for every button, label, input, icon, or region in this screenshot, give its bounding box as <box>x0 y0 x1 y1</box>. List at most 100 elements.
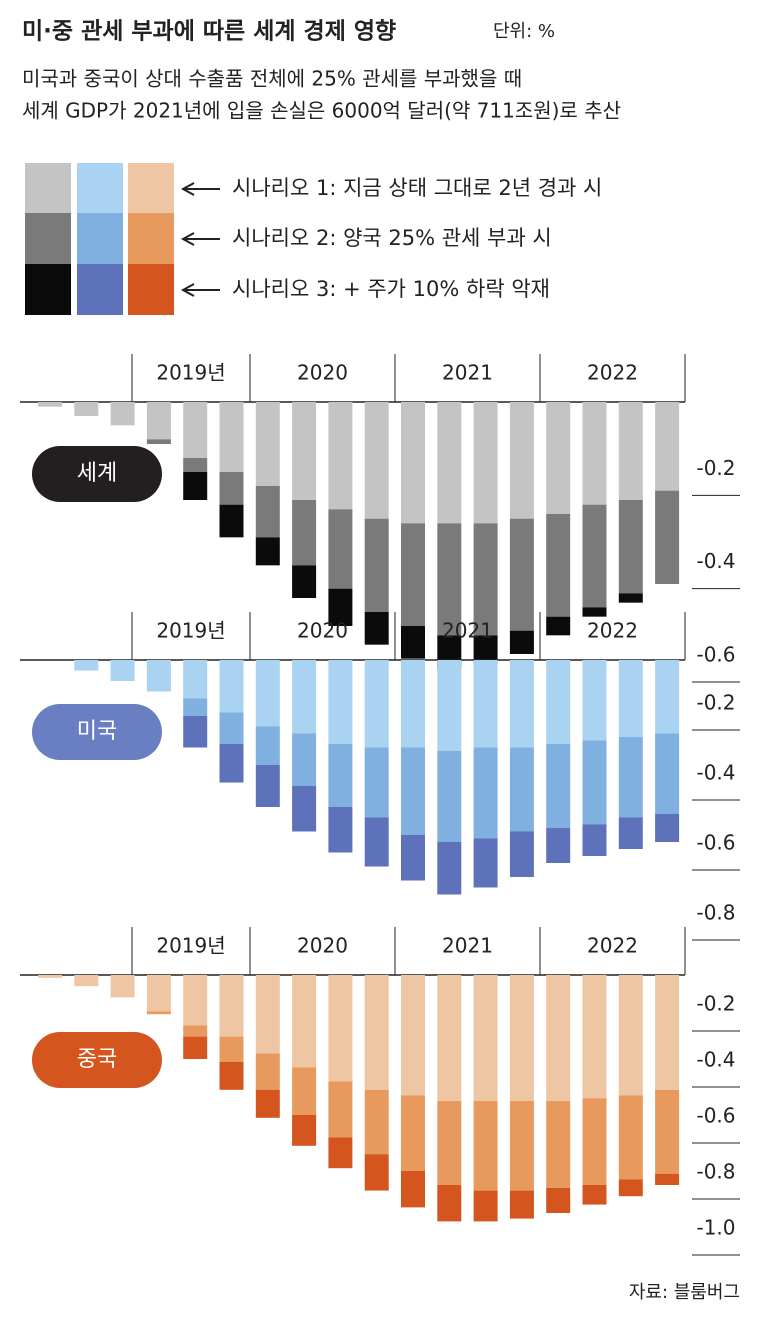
source: 자료: 블룸버그 <box>629 1282 740 1303</box>
bar-segment <box>183 1036 208 1059</box>
bar-segment <box>74 975 99 987</box>
bar-segment <box>364 975 389 1090</box>
y-tick-label: -0.4 <box>696 549 735 573</box>
bar-segment <box>401 1171 425 1208</box>
bar-segment <box>582 1185 607 1205</box>
bar-segment <box>146 439 171 444</box>
bar-segment <box>509 1101 534 1191</box>
bar-segment <box>546 828 571 863</box>
bar-segment <box>292 1067 317 1115</box>
bar-segment <box>219 975 244 1037</box>
bar-segment <box>146 975 171 1012</box>
bar-segment <box>110 402 135 426</box>
bar-segment <box>582 824 607 856</box>
bar-segment <box>219 402 244 472</box>
bar-segment <box>292 660 317 734</box>
legend-label: 시나리오 1: 지금 상태 그대로 2년 경과 시 <box>232 176 602 200</box>
bar-segment <box>328 1137 353 1169</box>
period-label: 2020 <box>297 361 348 385</box>
bar-segment <box>183 1025 208 1037</box>
bar-segment <box>364 612 389 645</box>
y-tick-label: -0.2 <box>696 691 735 715</box>
region-pill <box>32 446 162 502</box>
bar-segment <box>618 817 643 849</box>
bar-segment <box>473 975 498 1101</box>
legend-arrowhead <box>180 283 195 297</box>
legend-swatch <box>25 213 71 264</box>
legend-arrowhead <box>180 232 195 246</box>
bar-segment <box>328 807 353 853</box>
bar-segment <box>255 1053 280 1090</box>
bar-segment <box>328 588 353 626</box>
bar-segment <box>473 1190 498 1222</box>
bar-segment <box>546 514 571 617</box>
bar-segment <box>618 1179 643 1197</box>
bar-segment <box>146 402 171 440</box>
bar-segment <box>473 1101 498 1191</box>
y-tick-label: -0.8 <box>696 901 735 925</box>
legend-label: 시나리오 2: 양국 25% 관세 부과 시 <box>232 226 552 250</box>
bar-segment <box>582 740 607 825</box>
bar-segment <box>38 402 62 407</box>
bar-segment <box>328 402 353 510</box>
y-tick-label: -0.4 <box>696 1048 735 1072</box>
legend-swatch <box>128 213 174 264</box>
bar-segment <box>364 1089 389 1155</box>
bar-segment <box>219 660 244 713</box>
period-label: 2020 <box>297 619 348 643</box>
period-label: 2021 <box>442 619 493 643</box>
bar-segment <box>364 518 389 612</box>
bar-segment <box>401 747 425 835</box>
bar-segment <box>292 1115 317 1146</box>
bar-segment <box>183 698 208 716</box>
bar-segment <box>509 402 534 519</box>
bar-segment <box>183 660 208 699</box>
bar-segment <box>655 402 680 491</box>
period-label: 2021 <box>442 361 493 385</box>
bar-segment <box>618 593 643 603</box>
bar-segment <box>655 490 680 584</box>
legend-swatch <box>128 264 174 315</box>
legend-swatch <box>25 264 71 315</box>
region-label: 미국 <box>77 719 117 744</box>
subtitle-line: 세계 GDP가 2021년에 입을 손실은 6000억 달러(약 711조원)로… <box>22 99 621 123</box>
bar-segment <box>292 402 317 500</box>
y-tick-label: -0.6 <box>696 1104 735 1128</box>
bar-segment <box>437 975 462 1101</box>
period-label: 2022 <box>587 934 638 958</box>
bar-segment <box>582 504 607 608</box>
bar-segment <box>618 660 643 737</box>
bar-segment <box>219 712 244 744</box>
bar-segment <box>328 744 353 807</box>
bar-segment <box>183 472 208 500</box>
bar-segment <box>110 660 135 681</box>
bar-segment <box>437 1185 462 1222</box>
bar-segment <box>401 835 425 881</box>
bar-segment <box>509 1190 534 1219</box>
bar-segment <box>219 1061 244 1090</box>
bar-segment <box>219 504 244 538</box>
period-label: 2021 <box>442 934 493 958</box>
bar-segment <box>582 660 607 741</box>
bar-segment <box>183 716 208 748</box>
bar-segment <box>255 765 280 807</box>
bar-segment <box>582 607 607 617</box>
bar-segment <box>183 402 208 458</box>
bar-segment <box>364 1154 389 1191</box>
bar-segment <box>292 565 317 598</box>
bar-segment <box>292 786 317 832</box>
bar-segment <box>146 660 171 692</box>
region-label: 중국 <box>77 1047 117 1072</box>
region-pill <box>32 1032 162 1088</box>
region-label: 세계 <box>77 461 117 486</box>
bar-segment <box>292 500 317 566</box>
bar-segment <box>437 402 462 524</box>
bar-segment <box>364 817 389 867</box>
y-tick-label: -0.6 <box>696 831 735 855</box>
bar-segment <box>437 842 462 895</box>
bar-segment <box>582 975 607 1099</box>
bar-segment <box>655 975 680 1090</box>
bar-segment <box>401 402 425 524</box>
bar-segment <box>437 751 462 842</box>
